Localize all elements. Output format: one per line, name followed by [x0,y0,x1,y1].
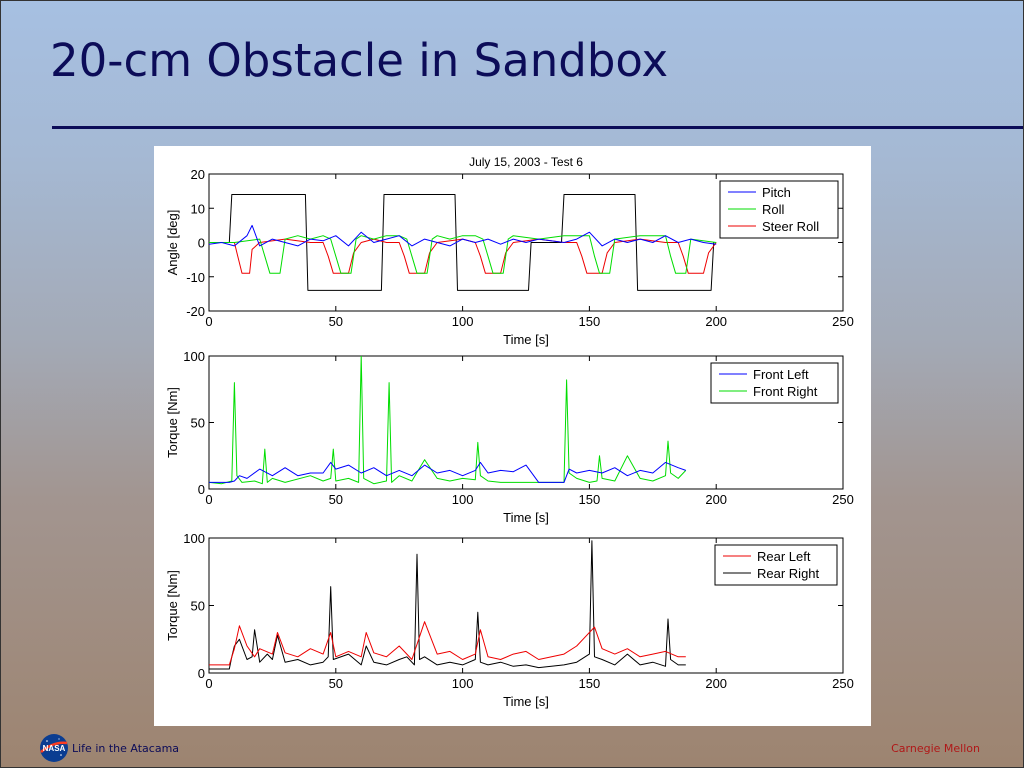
x-axis-label: Time [s] [503,510,549,525]
svg-text:NASA: NASA [43,744,66,753]
x-tick-label: 200 [705,676,727,691]
x-tick-label: 0 [205,676,212,691]
y-tick-label: 0 [198,666,205,681]
x-tick-label: 0 [205,314,212,329]
y-axis-label: Torque [Nm] [165,570,180,641]
legend-entry: Rear Right [757,566,820,581]
y-tick-label: 50 [191,416,205,431]
x-tick-label: 200 [705,492,727,507]
x-tick-label: 150 [579,314,601,329]
series-line-unnamed [209,194,715,291]
series-group [209,194,717,291]
series-group [209,356,687,485]
nasa-logo-icon: NASA [39,733,69,763]
y-tick-label: 100 [183,531,205,546]
x-tick-label: 50 [329,314,343,329]
y-tick-label: 50 [191,599,205,614]
y-axis-label: Angle [deg] [165,210,180,276]
legend-box [710,362,839,404]
y-tick-label: -10 [186,270,205,285]
legend-entry: Front Left [753,367,809,382]
x-tick-label: 100 [452,314,474,329]
series-line-rear-left [209,621,686,666]
footer-institution: Carnegie Mellon [891,742,980,755]
series-line-rear-right [209,540,686,670]
y-tick-label: 0 [198,482,205,497]
subplot-2: 0 50 100 150 200 250 100 50 0 Time [s] Torque [Nm]… [165,349,854,525]
x-tick-label: 200 [705,314,727,329]
series-line-steer-roll [209,238,717,274]
x-tick-label: 250 [832,676,854,691]
legend: Rear Left Rear Right [714,544,838,586]
y-tick-label: 0 [198,236,205,251]
chart-figure: July 15, 2003 - Test 60 50 100 150 200 250201… [165,155,854,709]
y-tick-label: -20 [186,304,205,319]
legend: Front Left Front Right [710,362,839,404]
x-tick-label: 50 [329,492,343,507]
figure-panel: July 15, 2003 - Test 6 0 50 100 150 200 250 20 1… [154,146,871,726]
legend-entry: Rear Left [757,549,811,564]
chart-title: July 15, 2003 - Test 6 [469,155,583,169]
subplot-3: 0 50 100 150 200 250 100 50 0 Time [s] Torque [Nm]… [165,531,854,709]
x-tick-label: 100 [452,492,474,507]
x-tick-label: 150 [579,492,601,507]
y-tick-label: 100 [183,349,205,364]
legend-entry: Front Right [753,384,818,399]
legend-entry: Steer Roll [762,219,819,234]
x-tick-label: 250 [832,314,854,329]
x-axis-label: Time [s] [503,332,549,347]
slide-title: 20-cm Obstacle in Sandbox [50,34,669,87]
x-tick-label: 50 [329,676,343,691]
subplot-1: July 15, 2003 - Test 60 50 100 150 200 250201… [165,155,854,347]
title-divider [52,126,1024,129]
x-tick-label: 0 [205,492,212,507]
legend-entry: Roll [762,202,785,217]
y-tick-label: 10 [191,201,205,216]
legend: Pitch Roll Steer Roll [719,180,839,239]
x-axis-label: Time [s] [503,694,549,709]
series-group [209,540,686,670]
y-axis-label: Torque [Nm] [165,387,180,458]
x-tick-label: 100 [452,676,474,691]
footer-project-name: Life in the Atacama [72,742,180,755]
series-line-front-right [209,356,687,485]
legend-entry: Pitch [762,185,791,200]
series-line-pitch [209,224,717,247]
y-tick-label: 20 [191,167,205,182]
x-tick-label: 150 [579,676,601,691]
legend-box [714,544,838,586]
x-tick-label: 250 [832,492,854,507]
series-line-front-left [209,461,686,483]
